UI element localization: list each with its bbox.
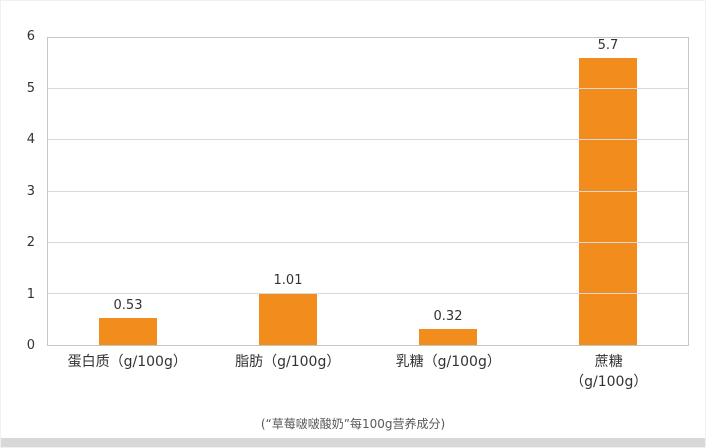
bar xyxy=(99,317,157,345)
y-axis-tick-label: 2 xyxy=(26,235,35,251)
bar-value-label: 5.7 xyxy=(597,38,619,53)
bar xyxy=(419,328,477,345)
bar xyxy=(259,293,317,345)
bar xyxy=(579,58,637,345)
gridline xyxy=(48,88,688,90)
bars: 0.53 1.01 0.32 5.7 xyxy=(48,38,688,345)
x-axis: 蛋白质（g/100g） 脂肪（g/100g） 乳糖（g/100g） 蔗糖 （g/100… xyxy=(47,352,689,392)
chart-caption: (“草莓啵啵酸奶”每100g营养成分) xyxy=(260,417,446,431)
y-axis-tick-label: 3 xyxy=(26,183,35,199)
x-axis-category-label: 蔗糖 （g/100g） xyxy=(570,354,648,390)
y-axis: 0 1 2 3 4 5 6 xyxy=(5,29,41,353)
x-axis-category-label: 乳糖（g/100g） xyxy=(395,354,501,370)
gridline xyxy=(48,190,688,192)
bar-value-label: 1.01 xyxy=(273,273,303,289)
bar-column: 0.32 xyxy=(368,38,528,345)
bar-value-label: 0.53 xyxy=(113,297,143,313)
y-axis-tick-label: 1 xyxy=(26,286,35,302)
bottom-scroll-strip xyxy=(1,438,705,447)
bar-column: 5.7 xyxy=(528,38,688,345)
gridline xyxy=(48,139,688,141)
y-axis-tick-label: 0 xyxy=(26,338,35,353)
x-axis-category-label: 脂肪（g/100g） xyxy=(235,354,341,370)
x-axis-category-label: 蛋白质（g/100g） xyxy=(67,354,187,370)
bar-column: 1.01 xyxy=(208,38,368,345)
bar-value-label: 0.32 xyxy=(433,308,463,324)
y-axis-tick-label: 4 xyxy=(26,132,35,148)
gridline xyxy=(48,292,688,294)
y-axis-tick-label: 6 xyxy=(26,29,35,44)
y-axis-tick-label: 5 xyxy=(26,80,35,96)
bar-column: 0.53 xyxy=(48,38,208,345)
plot-area: 0.53 1.01 0.32 5.7 xyxy=(47,37,689,346)
gridline xyxy=(48,241,688,243)
